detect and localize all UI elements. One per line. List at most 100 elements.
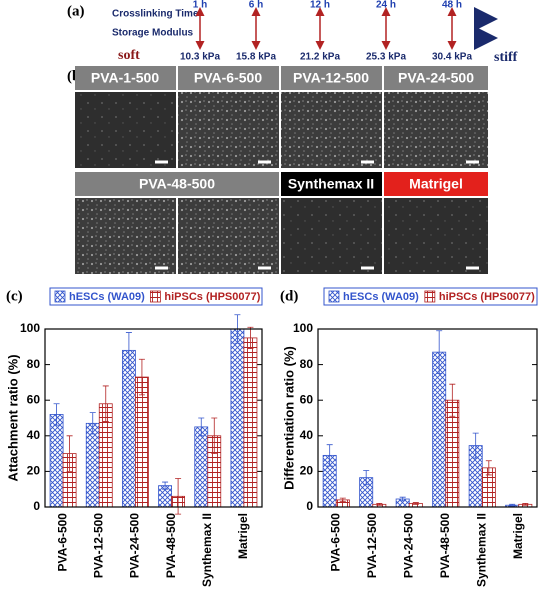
y-tick-label: 20 <box>27 464 41 478</box>
time-label: 12 h <box>310 0 330 11</box>
bar <box>121 349 136 508</box>
image-grid: PVA-1-500 PVA-6-500 PVA-12-500 PVA-24-50… <box>75 66 488 274</box>
micrograph <box>178 92 279 168</box>
bar <box>230 328 245 508</box>
bar <box>49 414 64 508</box>
x-tick-label: PVA-24-500 <box>401 513 415 578</box>
x-tick-label: PVA-12-500 <box>91 513 105 578</box>
micrograph <box>281 198 382 274</box>
y-tick-label: 80 <box>27 357 41 371</box>
error-bar <box>198 417 205 437</box>
label-bar <box>75 66 176 90</box>
error-bar <box>399 496 406 502</box>
y-tick-label: 40 <box>300 428 314 442</box>
x-tick-label: Matrigel <box>511 513 525 559</box>
error-bar <box>138 358 145 396</box>
x-tick-label: PVA-24-500 <box>128 513 142 578</box>
error-bar <box>436 330 443 374</box>
modulus-label: 21.2 kPa <box>300 52 340 63</box>
legend-swatch <box>424 290 436 303</box>
image-label: PVA-12-500 <box>293 70 369 86</box>
image-label: PVA-6-500 <box>194 70 262 86</box>
y-tick-label: 0 <box>306 499 313 513</box>
error-bar <box>326 444 333 467</box>
x-tick-label: PVA-12-500 <box>365 513 379 578</box>
scale-bars <box>155 160 479 270</box>
x-tick-label: Synthemax II <box>474 513 488 587</box>
y-axis-label: Attachment ratio (%) <box>5 354 20 481</box>
error-bar <box>485 460 492 476</box>
time-label: 24 h <box>376 0 396 11</box>
error-bar <box>339 497 346 503</box>
label-bar <box>75 172 279 196</box>
legend-label: hESCs (WA09) <box>69 291 145 303</box>
time-label: 6 h <box>249 0 263 11</box>
modulus-label: 30.4 kPa <box>432 52 472 63</box>
error-bar <box>66 435 73 472</box>
error-bar <box>89 412 96 435</box>
modulus-label: 25.3 kPa <box>366 52 406 63</box>
x-tick-label: PVA-48-500 <box>164 513 178 578</box>
modulus-label: 15.8 kPa <box>236 52 276 63</box>
image-label: Synthemax II <box>288 176 374 192</box>
y-tick-label: 0 <box>33 499 40 513</box>
x-tick-label: PVA-48-500 <box>438 513 452 578</box>
error-bar <box>363 470 370 486</box>
y-tick-label: 100 <box>20 321 40 335</box>
y-tick-label: 40 <box>27 428 41 442</box>
micrograph <box>384 92 488 168</box>
label-bar <box>384 66 488 90</box>
y-tick-label: 20 <box>300 464 314 478</box>
error-bar <box>162 481 169 490</box>
bar <box>135 376 149 508</box>
error-bar <box>449 383 456 417</box>
error-bar <box>53 403 60 426</box>
y-tick-label: 60 <box>27 392 41 406</box>
x-tick-label: PVA-6-500 <box>55 513 69 572</box>
y-tick-label: 80 <box>300 357 314 371</box>
x-tick-label: Synthemax II <box>200 513 214 587</box>
legend-label: hiPSCs (HPS0077) <box>439 291 535 303</box>
micrograph <box>75 198 176 274</box>
image-label: PVA-1-500 <box>91 70 159 86</box>
label-bar <box>281 172 382 196</box>
y-tick-label: 60 <box>300 392 314 406</box>
row-label: Storage Modulus <box>112 28 194 39</box>
error-bar <box>376 503 383 506</box>
micrograph <box>178 198 279 274</box>
image-label: PVA-48-500 <box>139 176 215 192</box>
stiff-label: stiff <box>494 50 518 65</box>
legend-swatch <box>149 290 161 303</box>
time-label: 48 h <box>442 0 462 11</box>
label-bar <box>178 66 279 90</box>
legend-swatch <box>54 290 66 303</box>
error-bar <box>412 502 419 505</box>
soft-label: soft <box>118 48 140 63</box>
image-label: Matrigel <box>409 176 463 192</box>
x-tick-label: PVA-6-500 <box>328 513 342 572</box>
error-bar <box>211 417 218 454</box>
plot-frame <box>317 328 538 508</box>
micrograph <box>384 198 488 274</box>
bar <box>194 426 209 508</box>
panel-label: (c) <box>6 288 23 304</box>
micrograph <box>281 92 382 168</box>
legend-label: hiPSCs (HPS0077) <box>164 291 260 303</box>
bar <box>85 422 100 508</box>
error-bar <box>175 478 182 515</box>
x-tick-label: Matrigel <box>236 513 250 559</box>
legend-label: hESCs (WA09) <box>343 291 419 303</box>
bar <box>432 351 447 508</box>
micrograph <box>75 92 176 168</box>
error-bar <box>247 326 254 349</box>
label-bar <box>281 66 382 90</box>
panel-label: (a) <box>67 3 85 19</box>
error-bar <box>509 503 516 507</box>
image-label: PVA-24-500 <box>398 70 474 86</box>
modulus-label: 10.3 kPa <box>180 52 220 63</box>
panel-label: (d) <box>280 288 298 304</box>
timeline-points: 1 h 10.3 kPa 6 h 15.8 kPa 12 h 21.2 kPa 24 h 25… <box>180 0 472 63</box>
legend-swatch <box>328 290 340 303</box>
bar <box>243 337 258 508</box>
